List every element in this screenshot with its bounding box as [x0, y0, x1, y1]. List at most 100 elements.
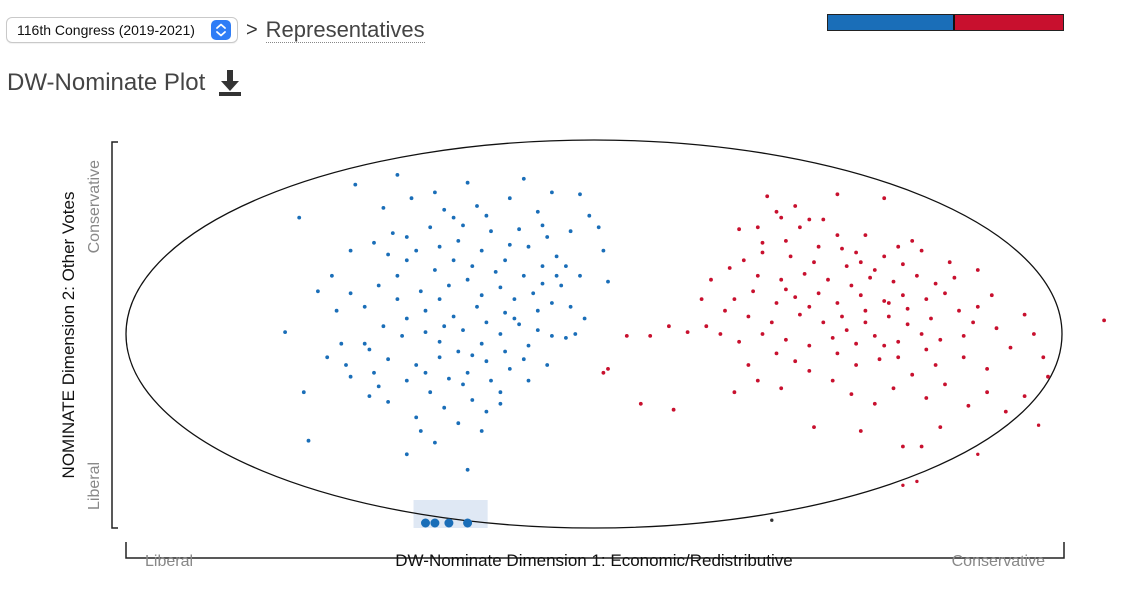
republican-point[interactable] — [704, 324, 709, 329]
democrat-point[interactable] — [437, 355, 442, 360]
democrat-point[interactable] — [297, 215, 302, 220]
democrat-point[interactable] — [596, 225, 601, 230]
republican-point[interactable] — [924, 347, 929, 352]
democrat-point[interactable] — [451, 258, 456, 263]
republican-point[interactable] — [938, 425, 943, 429]
democrat-point[interactable] — [362, 304, 367, 309]
republican-point[interactable] — [835, 301, 840, 305]
republican-point[interactable] — [868, 275, 872, 280]
republican-point[interactable] — [807, 369, 812, 373]
republican-point[interactable] — [933, 281, 938, 286]
democrat-point[interactable] — [540, 281, 545, 286]
republican-point[interactable] — [877, 357, 882, 362]
boundary-member-point[interactable] — [463, 518, 473, 528]
democrat-point[interactable] — [582, 316, 587, 321]
republican-point[interactable] — [872, 401, 877, 406]
republican-point[interactable] — [858, 429, 863, 433]
republican-point[interactable] — [830, 378, 835, 383]
republican-point[interactable] — [821, 320, 826, 325]
republican-point[interactable] — [760, 240, 765, 245]
republican-point[interactable] — [896, 244, 901, 249]
republican-point[interactable] — [624, 334, 629, 338]
republican-point[interactable] — [606, 367, 610, 371]
republican-point[interactable] — [854, 250, 858, 255]
democrat-point[interactable] — [376, 384, 381, 389]
republican-point[interactable] — [793, 359, 798, 364]
download-icon[interactable] — [217, 68, 243, 98]
democrat-point[interactable] — [437, 244, 442, 249]
republican-point[interactable] — [896, 339, 901, 344]
republican-edge-point[interactable] — [976, 452, 980, 456]
democrat-point[interactable] — [306, 438, 311, 443]
democrat-point[interactable] — [470, 398, 475, 402]
democrat-point[interactable] — [344, 363, 348, 367]
republican-point[interactable] — [812, 260, 816, 265]
democrat-point[interactable] — [498, 390, 503, 395]
democrat-point[interactable] — [461, 223, 465, 228]
democrat-point[interactable] — [404, 258, 409, 263]
democrat-point[interactable] — [521, 176, 526, 181]
republican-point[interactable] — [830, 336, 835, 340]
republican-point[interactable] — [807, 304, 812, 309]
republican-point[interactable] — [905, 322, 910, 327]
updown-chevron-icon[interactable] — [210, 20, 231, 40]
democrat-point[interactable] — [507, 242, 512, 247]
democrat-point[interactable] — [475, 304, 479, 309]
democrat-point[interactable] — [372, 370, 376, 375]
republican-point[interactable] — [854, 363, 858, 367]
democrat-point[interactable] — [517, 322, 521, 327]
republican-point[interactable] — [849, 392, 854, 396]
republican-point[interactable] — [807, 343, 812, 348]
republican-point[interactable] — [788, 254, 793, 259]
republican-point[interactable] — [751, 289, 755, 294]
democrat-point[interactable] — [442, 405, 447, 410]
democrat-point[interactable] — [554, 273, 559, 278]
democrat-point[interactable] — [484, 409, 489, 414]
republican-point[interactable] — [737, 339, 741, 344]
democrat-point[interactable] — [367, 347, 372, 352]
democrat-point[interactable] — [456, 421, 461, 426]
republican-point[interactable] — [933, 363, 938, 367]
republican-edge-point[interactable] — [901, 483, 905, 487]
democrat-point[interactable] — [545, 363, 550, 367]
republican-point[interactable] — [872, 334, 877, 338]
democrat-point[interactable] — [507, 196, 512, 201]
democrat-point[interactable] — [386, 252, 390, 257]
democrat-point[interactable] — [334, 308, 339, 313]
democrat-point[interactable] — [433, 440, 437, 445]
republican-point[interactable] — [844, 264, 849, 268]
democrat-point[interactable] — [484, 320, 489, 325]
republican-point[interactable] — [835, 233, 840, 237]
republican-point[interactable] — [919, 444, 924, 449]
democrat-point[interactable] — [362, 341, 367, 346]
republican-point[interactable] — [685, 330, 690, 334]
republican-point[interactable] — [882, 343, 887, 348]
republican-point[interactable] — [760, 250, 765, 255]
republican-point[interactable] — [638, 401, 643, 406]
republican-point[interactable] — [891, 279, 896, 284]
democrat-point[interactable] — [521, 357, 526, 362]
democrat-point[interactable] — [503, 310, 507, 315]
republican-point[interactable] — [929, 316, 933, 321]
republican-point[interactable] — [882, 254, 887, 259]
democrat-point[interactable] — [353, 182, 358, 187]
breadcrumb-representatives[interactable]: Representatives — [265, 16, 425, 43]
democrat-point[interactable] — [550, 301, 554, 305]
democrat-point[interactable] — [540, 223, 545, 228]
republican-point[interactable] — [774, 209, 779, 214]
republican-point[interactable] — [835, 192, 840, 197]
republican-point[interactable] — [774, 351, 779, 356]
republican-point[interactable] — [741, 258, 746, 263]
republican-point[interactable] — [840, 314, 844, 319]
democrat-point[interactable] — [465, 370, 470, 375]
republican-point[interactable] — [844, 328, 849, 332]
democrat-point[interactable] — [479, 248, 484, 253]
republican-point[interactable] — [971, 320, 975, 325]
republican-point[interactable] — [793, 295, 798, 299]
republican-point[interactable] — [901, 262, 905, 267]
democrat-point[interactable] — [325, 355, 330, 360]
democrat-point[interactable] — [437, 339, 442, 344]
republican-point[interactable] — [755, 225, 760, 230]
democrat-point[interactable] — [442, 324, 447, 329]
democrat-point[interactable] — [461, 382, 465, 387]
